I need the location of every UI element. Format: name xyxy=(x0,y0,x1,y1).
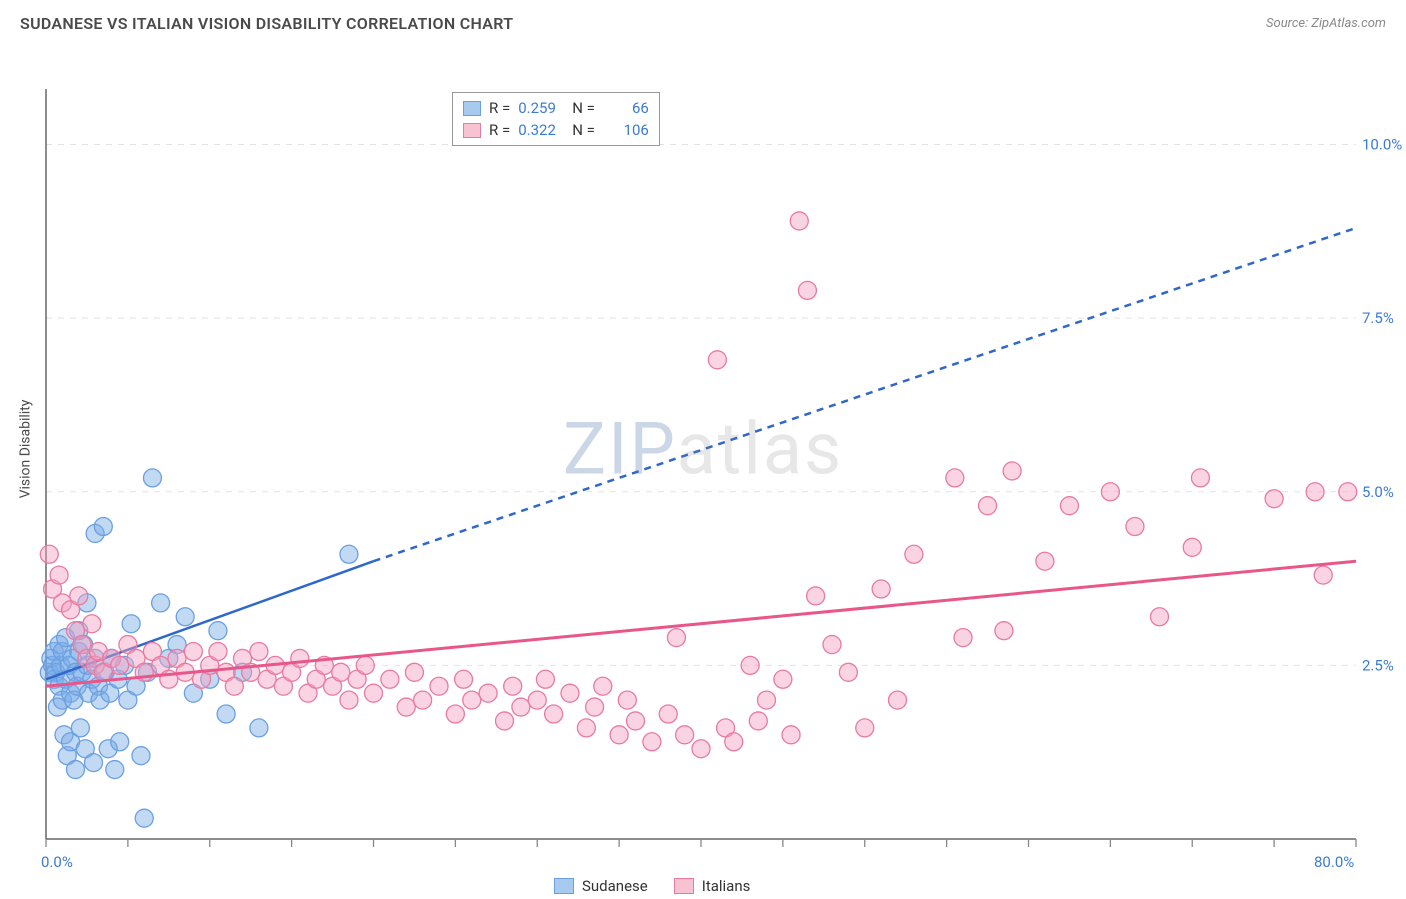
chart-title: SUDANESE VS ITALIAN VISION DISABILITY CO… xyxy=(20,14,513,33)
source-credit: Source: ZipAtlas.com xyxy=(1266,16,1386,31)
svg-text:7.5%: 7.5% xyxy=(1362,309,1394,327)
svg-text:5.0%: 5.0% xyxy=(1362,483,1394,501)
chart-area: Vision Disability 2.5%5.0%7.5%10.0% ZIPa… xyxy=(0,39,1406,859)
svg-text:2.5%: 2.5% xyxy=(1362,656,1394,674)
y-axis-label: Vision Disability xyxy=(17,400,33,499)
series-legend: SudaneseItalians xyxy=(554,877,750,895)
x-axis-max-label: 80.0% xyxy=(1314,853,1354,871)
correlation-legend: R =0.259 N =66 R =0.322 N =106 xyxy=(452,92,660,146)
svg-text:10.0%: 10.0% xyxy=(1362,136,1402,154)
x-axis-min-label: 0.0% xyxy=(41,853,73,871)
scatter-plot: 2.5% 5.0% 7.5% 10.0% xyxy=(0,39,1406,899)
